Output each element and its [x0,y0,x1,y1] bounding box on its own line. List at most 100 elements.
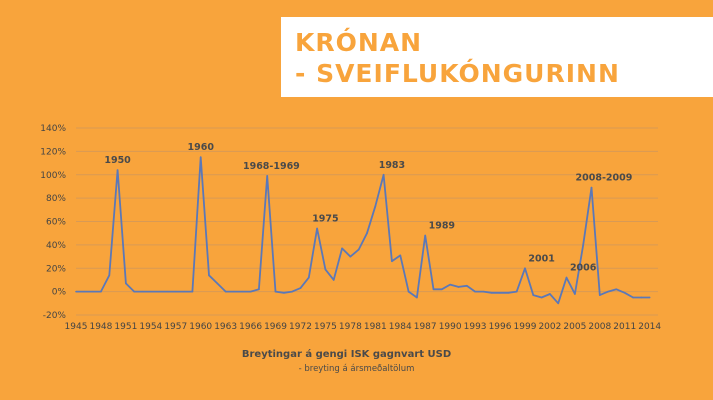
data-point [324,268,327,271]
data-point [299,287,302,289]
annotation-label: 1983 [379,160,405,171]
x-tick-label: 2014 [638,322,661,332]
data-point [283,291,285,294]
data-point [357,248,360,251]
data-point [432,288,435,291]
data-point [266,175,269,177]
data-point [91,290,94,293]
data-point [116,169,119,171]
data-point [640,296,643,299]
data-point [490,291,493,294]
data-point [125,282,127,285]
x-tick-label: 1975 [314,322,337,332]
x-tick-label: 1969 [264,322,287,332]
series-points [75,156,651,305]
x-tick-label: 1987 [414,322,437,332]
data-point [158,290,160,293]
data-point [399,254,402,257]
data-point [557,302,560,305]
x-tick-label: 1954 [139,322,162,332]
data-point [316,227,318,230]
series-line [76,156,650,305]
title-box: KRÓNAN - SVEIFLUKÓNGURINN [281,17,713,97]
data-point [133,290,135,293]
data-point [416,296,418,299]
data-point [233,290,235,293]
y-tick-label: 20% [46,264,66,274]
data-point [474,290,476,293]
data-point [565,276,568,279]
y-axis-ticks: -20% 0% 20% 40% 60% 80% 100% 120% 140% [40,124,66,321]
x-tick-label: 1972 [289,322,312,332]
data-point [191,290,194,293]
data-point [507,291,510,294]
data-point [482,290,485,293]
annotation-label: 1960 [187,142,214,153]
data-point [465,284,468,287]
data-point [150,290,152,293]
data-point [549,293,551,295]
data-point [308,276,310,279]
data-point [441,288,443,291]
x-tick-label: 1981 [364,322,387,332]
data-point [615,288,618,291]
data-point [241,290,244,293]
data-point [274,290,277,293]
title-line-2: - SVEIFLUKÓNGURINN [295,59,620,88]
data-point [83,290,86,293]
data-point [224,290,227,293]
x-tick-label: 1966 [239,322,262,332]
y-tick-label: 0% [52,288,67,298]
data-point [332,279,335,281]
data-point [532,294,535,296]
data-point [599,294,601,296]
annotation-label: 2001 [528,253,554,264]
x-tick-label: 1957 [164,322,187,332]
data-point [174,290,177,293]
data-point [258,288,260,291]
x-tick-label: 1951 [114,322,137,332]
x-tick-label: 1984 [389,322,412,332]
chart-subcaption: - breyting á ársmeðaltölum [298,364,415,374]
x-tick-label: 2005 [563,322,586,332]
data-point [582,244,584,246]
chart-caption: Breytingar á gengi ISK gagnvart USD [241,349,452,360]
x-tick-label: 1996 [489,322,512,332]
x-tick-label: 1993 [464,322,487,332]
data-point [141,290,144,293]
x-tick-label: 1948 [89,322,112,332]
data-point [623,291,626,294]
x-tick-label: 1960 [189,322,212,332]
data-point [574,293,576,295]
y-tick-label: 60% [46,218,66,228]
data-point [100,290,102,293]
data-point [108,274,111,277]
x-axis-ticks: 1945 1948 1951 1954 1957 1960 1963 1966 1969 1972… [65,322,662,332]
data-point [349,255,352,258]
data-point [648,296,651,299]
y-tick-label: -20% [43,311,67,321]
x-tick-label: 1963 [214,322,237,332]
title-line-1: KRÓNAN [295,28,423,57]
data-point [216,282,219,285]
data-point [457,286,460,288]
x-tick-label: 2008 [588,322,611,332]
y-tick-label: 80% [46,194,66,204]
x-tick-label: 1945 [65,322,88,332]
data-point [607,290,609,293]
data-point [183,290,185,293]
annotation-label: 2008-2009 [576,173,633,184]
data-point [199,156,202,159]
data-point [374,205,377,208]
data-point [449,283,451,286]
y-tick-label: 40% [46,241,66,251]
annotation-label: 2006 [570,263,597,274]
data-point [407,290,410,293]
data-point [515,290,518,293]
data-point [366,232,368,234]
data-point [499,291,501,294]
annotation-label: 1975 [312,214,338,225]
data-point [166,290,169,293]
data-point [291,290,293,293]
